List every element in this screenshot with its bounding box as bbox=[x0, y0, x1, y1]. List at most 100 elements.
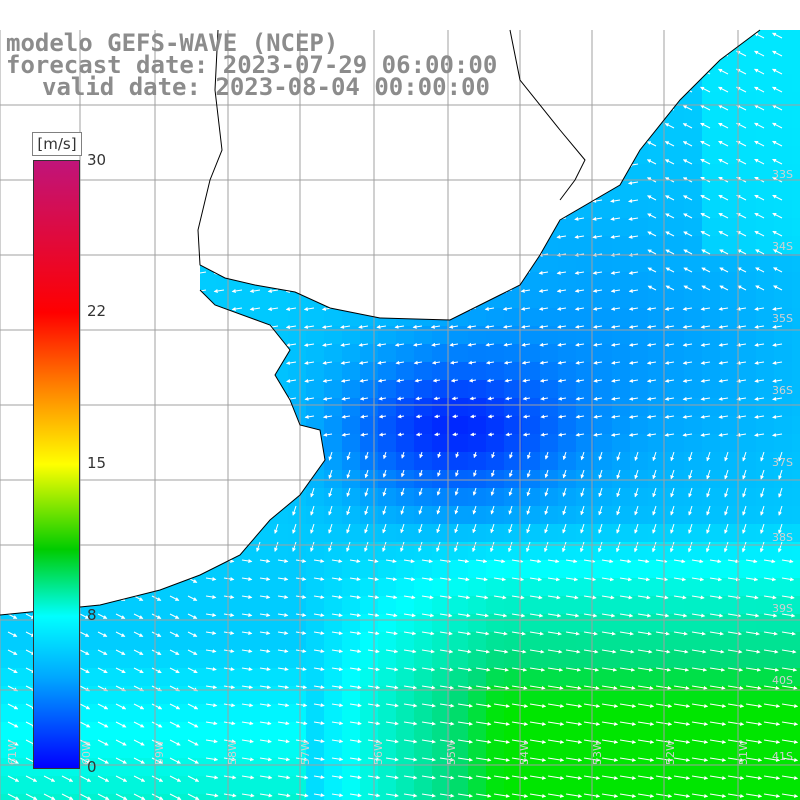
speed-cell bbox=[270, 308, 289, 327]
speed-cell bbox=[162, 704, 181, 723]
speed-cell bbox=[558, 632, 577, 651]
speed-cell bbox=[576, 704, 595, 723]
speed-cell bbox=[378, 632, 397, 651]
speed-cell bbox=[684, 686, 703, 705]
speed-cell bbox=[756, 740, 775, 759]
speed-cell bbox=[540, 362, 559, 381]
speed-cell bbox=[612, 758, 631, 777]
speed-cell bbox=[396, 578, 415, 597]
speed-cell bbox=[252, 686, 271, 705]
colorbar-tick-0: 0 bbox=[87, 758, 97, 776]
speed-cell bbox=[720, 776, 739, 795]
speed-cell bbox=[720, 560, 739, 579]
speed-cell bbox=[702, 758, 721, 777]
speed-cell bbox=[702, 596, 721, 615]
speed-cell bbox=[792, 686, 800, 705]
wind-arrow bbox=[556, 306, 567, 311]
speed-cell bbox=[792, 218, 800, 237]
speed-cell bbox=[648, 794, 667, 800]
speed-cell bbox=[738, 758, 757, 777]
lon-label: 61W bbox=[6, 740, 19, 765]
speed-cell bbox=[450, 470, 469, 489]
speed-cell bbox=[306, 362, 325, 381]
speed-cell bbox=[198, 794, 217, 800]
lon-label: 51W bbox=[737, 740, 750, 765]
speed-cell bbox=[234, 704, 253, 723]
speed-cell bbox=[792, 236, 800, 255]
speed-cell bbox=[612, 434, 631, 453]
wind-arrow bbox=[754, 158, 765, 165]
valid-date: valid date: 2023-08-04 00:00:00 bbox=[42, 73, 490, 101]
speed-cell bbox=[774, 686, 793, 705]
speed-cell bbox=[702, 344, 721, 363]
speed-cell bbox=[522, 272, 541, 291]
speed-cell bbox=[738, 218, 757, 237]
speed-cell bbox=[378, 722, 397, 741]
speed-cell bbox=[288, 722, 307, 741]
speed-cell bbox=[522, 632, 541, 651]
speed-cell bbox=[324, 776, 343, 795]
speed-cell bbox=[576, 560, 595, 579]
speed-cell bbox=[324, 686, 343, 705]
speed-cell bbox=[342, 794, 361, 800]
speed-cell bbox=[612, 560, 631, 579]
wind-arrow bbox=[772, 194, 783, 201]
speed-cell bbox=[702, 578, 721, 597]
wind-arrow bbox=[665, 285, 675, 291]
speed-cell bbox=[558, 488, 577, 507]
speed-cell bbox=[54, 794, 73, 800]
speed-cell bbox=[180, 740, 199, 759]
speed-cell bbox=[648, 704, 667, 723]
wind-arrow bbox=[574, 270, 585, 275]
speed-cell bbox=[756, 380, 775, 399]
speed-cell bbox=[540, 434, 559, 453]
speed-cell bbox=[630, 452, 649, 471]
speed-cell bbox=[702, 632, 721, 651]
speed-cell bbox=[162, 776, 181, 795]
speed-cell bbox=[432, 704, 451, 723]
speed-cell bbox=[558, 272, 577, 291]
speed-cell bbox=[216, 632, 235, 651]
speed-cell bbox=[450, 596, 469, 615]
wind-arrow bbox=[647, 231, 657, 237]
speed-cell bbox=[396, 398, 415, 417]
speed-cell bbox=[198, 758, 217, 777]
wind-arrow bbox=[628, 270, 639, 275]
wind-arrow bbox=[610, 234, 621, 239]
speed-cell bbox=[756, 254, 775, 273]
speed-cell bbox=[594, 398, 613, 417]
speed-cell bbox=[630, 182, 649, 201]
speed-cell bbox=[738, 164, 757, 183]
speed-cell bbox=[756, 344, 775, 363]
speed-cell bbox=[630, 722, 649, 741]
speed-cell bbox=[666, 182, 685, 201]
speed-cell bbox=[288, 308, 307, 327]
speed-cell bbox=[18, 776, 37, 795]
speed-cell bbox=[648, 452, 667, 471]
speed-cell bbox=[684, 344, 703, 363]
wind-arrow bbox=[772, 122, 783, 129]
wind-arrow bbox=[718, 194, 729, 201]
speed-cell bbox=[288, 740, 307, 759]
speed-cell bbox=[306, 668, 325, 687]
wind-arrow bbox=[592, 288, 603, 293]
speed-cell bbox=[252, 722, 271, 741]
speed-cell bbox=[342, 470, 361, 489]
speed-cell bbox=[396, 740, 415, 759]
speed-cell bbox=[720, 650, 739, 669]
speed-cell bbox=[756, 182, 775, 201]
speed-cell bbox=[486, 794, 505, 800]
speed-cell bbox=[774, 704, 793, 723]
speed-cell bbox=[630, 776, 649, 795]
speed-cell bbox=[774, 434, 793, 453]
speed-cell bbox=[558, 470, 577, 489]
wind-arrow bbox=[700, 194, 711, 201]
speed-cell bbox=[396, 794, 415, 800]
speed-cell bbox=[0, 650, 19, 669]
speed-cell bbox=[702, 200, 721, 219]
speed-cell bbox=[522, 596, 541, 615]
speed-cell bbox=[450, 326, 469, 345]
speed-cell bbox=[144, 614, 163, 633]
speed-cell bbox=[108, 704, 127, 723]
wind-arrow bbox=[267, 307, 279, 311]
